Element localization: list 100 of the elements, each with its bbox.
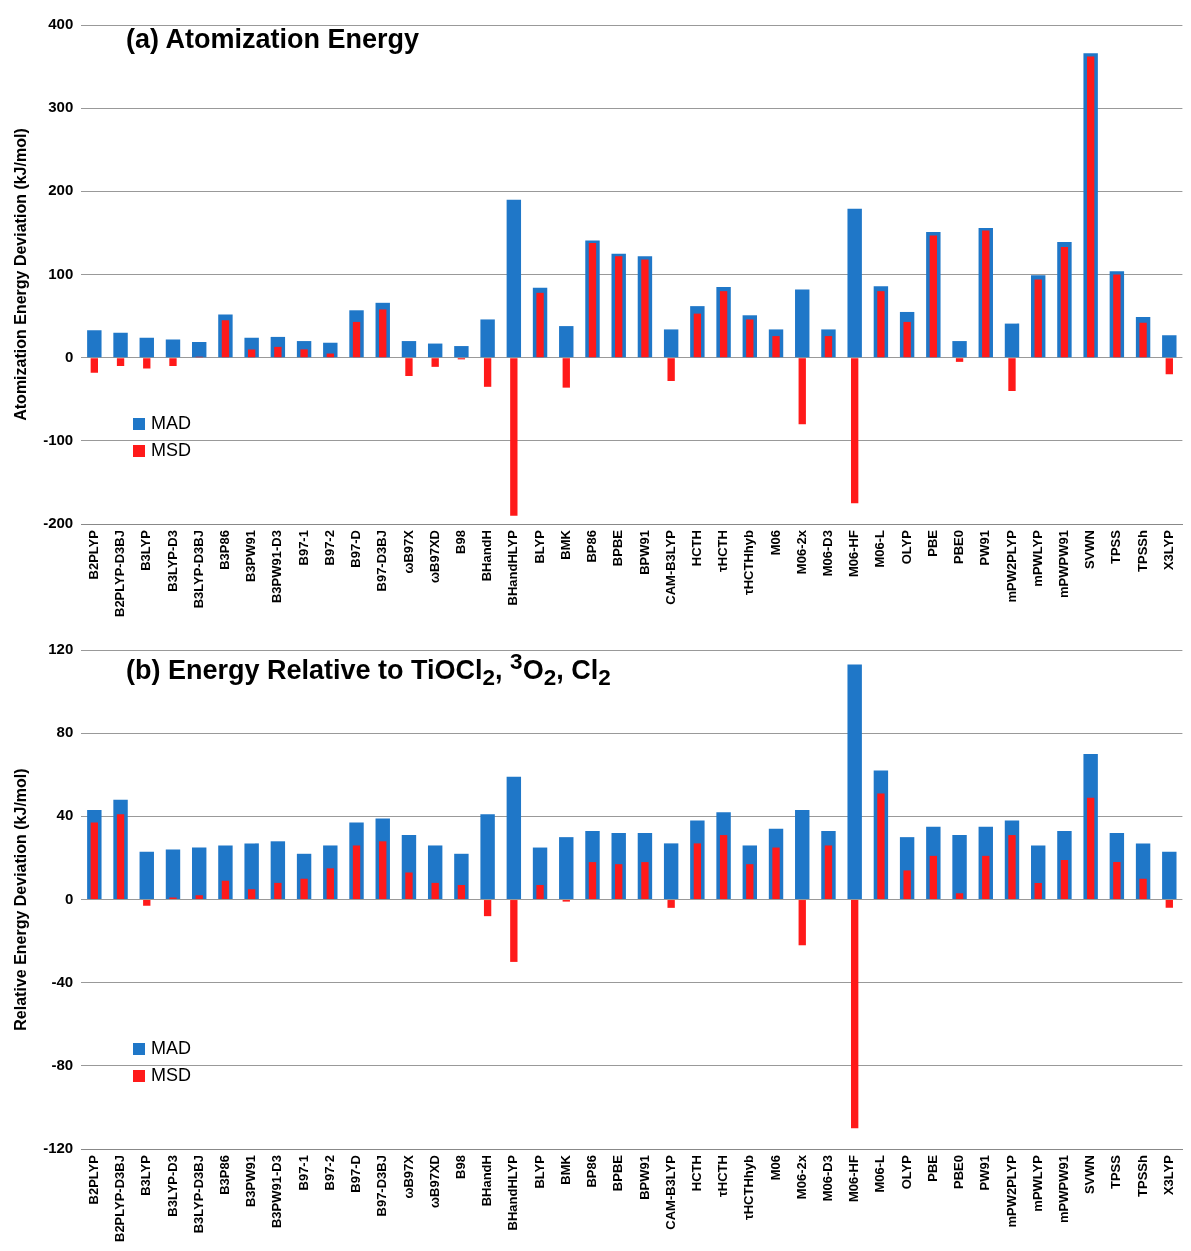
legend-label: MAD: [151, 413, 191, 434]
bar: [952, 341, 967, 358]
x-tick-label: B3P86: [217, 1155, 232, 1195]
bar: [1034, 882, 1042, 900]
x-tick-label: M06-L: [872, 1155, 888, 1193]
x-tick-label: mPWPW91: [1056, 530, 1072, 598]
x-tick-label: mPW2PLYP: [1003, 529, 1019, 603]
x-tick-label: ωB97X: [400, 529, 416, 574]
bar: [274, 346, 282, 358]
bar: [772, 847, 780, 900]
x-tick-label: τHCTH: [715, 530, 731, 572]
x-tick-label: X3LYP: [1160, 529, 1176, 571]
bar: [113, 332, 128, 358]
x-tick-label: HCTH: [688, 530, 704, 567]
x-tick-label: B3PW91: [243, 530, 259, 583]
x-tick-label: ωB97XD: [426, 1155, 442, 1208]
bar: [244, 843, 259, 900]
y-tick-label: -100: [43, 431, 74, 449]
bar: [562, 358, 570, 388]
x-tick-label: M06-2x: [793, 529, 809, 575]
x-tick-label: M06-D3: [820, 1155, 836, 1202]
bar: [955, 358, 964, 362]
bar: [536, 292, 544, 358]
x-tick-label: B97-2: [321, 530, 337, 566]
bar: [667, 358, 675, 381]
x-tick-label: mPWLYP: [1029, 1154, 1045, 1212]
x-tick-label: B97-1: [295, 530, 311, 566]
bar: [693, 313, 702, 358]
bar: [405, 358, 413, 376]
bar: [192, 341, 207, 358]
bar: [1004, 323, 1020, 358]
x-tick-label: PBE: [924, 1154, 940, 1182]
x-tick-label: B3LYP-D3: [164, 530, 180, 592]
x-tick-label: BLYP: [531, 529, 547, 564]
x-tick-label: BPW91: [636, 530, 652, 575]
bar: [641, 259, 649, 358]
x-tick-label: BPW91: [636, 1155, 652, 1200]
x-tick-label: B3P86: [217, 530, 232, 570]
bar: [1060, 247, 1069, 358]
bar: [719, 291, 728, 358]
x-tick-label: B97-D: [348, 530, 364, 568]
bar: [139, 337, 154, 358]
bar: [195, 895, 203, 900]
y-tick-label: 0: [64, 347, 74, 365]
x-tick-label: B2PLYP: [85, 529, 101, 580]
bar: [982, 855, 990, 900]
bar: [615, 256, 623, 358]
bar: [405, 872, 413, 900]
x-tick-label: τHCTH: [715, 1155, 731, 1197]
bar: [483, 358, 492, 387]
x-tick-label: BP86: [584, 530, 600, 563]
bar: [667, 900, 675, 908]
y-tick-label: 100: [48, 264, 74, 282]
bar: [483, 900, 492, 917]
x-tick-label: BHandH: [479, 530, 495, 582]
x-tick-label: X3LYP: [1160, 1154, 1176, 1196]
bar: [87, 330, 102, 358]
bar: [510, 900, 518, 962]
x-tick-label: PBE0: [951, 530, 967, 565]
bar: [165, 339, 181, 358]
x-tick-label: HCTH: [688, 1155, 704, 1192]
x-tick-label: B2PLYP: [85, 1154, 101, 1205]
x-tick-label: B3LYP: [138, 1154, 154, 1196]
bar: [139, 851, 154, 900]
x-tick-label: M06: [767, 1155, 783, 1181]
y-tick-label: -200: [43, 514, 74, 532]
bar: [90, 358, 98, 373]
bar: [379, 309, 387, 358]
bar: [431, 882, 439, 900]
x-tick-label: B3LYP-D3: [164, 1155, 180, 1217]
bar: [851, 358, 859, 504]
bar: [982, 230, 990, 358]
x-tick-label: mPW2PLYP: [1003, 1154, 1019, 1228]
x-tick-label: M06: [767, 530, 783, 556]
x-tick-label: B97-D3BJ: [374, 530, 390, 592]
legend-label: MSD: [151, 440, 191, 461]
x-tick-label: BHandH: [479, 1155, 495, 1207]
x-tick-label: B3LYP-D3BJ: [190, 1155, 206, 1234]
bar: [929, 855, 938, 900]
bar: [851, 900, 859, 1129]
bar: [877, 793, 885, 900]
x-tick-label: CAM-B3LYP: [662, 1154, 678, 1230]
bar: [615, 864, 623, 900]
y-tick-label: 80: [56, 723, 74, 741]
x-tick-label: BLYP: [531, 1154, 547, 1189]
bar: [663, 329, 679, 358]
bar: [300, 878, 308, 900]
bar: [1165, 900, 1173, 908]
x-tick-label: TPSS: [1108, 529, 1124, 565]
x-tick-label: BPBE: [610, 529, 626, 567]
x-tick-label: BMK: [557, 529, 573, 560]
bar: [641, 862, 649, 900]
bar: [480, 319, 495, 358]
bar: [824, 845, 833, 900]
x-tick-label: B3PW91-D3: [269, 1155, 285, 1229]
y-tick-label: 200: [48, 181, 74, 199]
chart-title: (b) Energy Relative to TiOCl$_{2}$, $^{3}$O$_{2}$, Cl$_{2}$: [126, 649, 611, 692]
x-tick-label: ωB97X: [400, 1154, 416, 1199]
bar: [431, 358, 439, 367]
bar: [559, 326, 574, 358]
